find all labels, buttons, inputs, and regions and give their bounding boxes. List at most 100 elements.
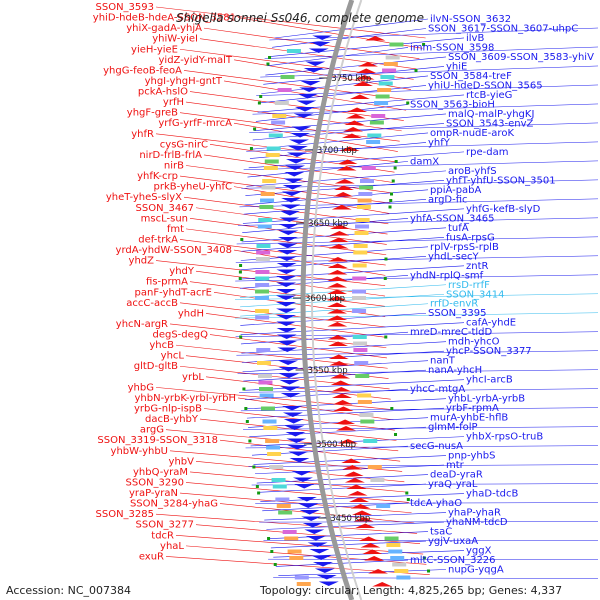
left-connector [195, 207, 388, 235]
right-fan-line [248, 464, 599, 467]
left-gene-arrow [347, 107, 368, 112]
left-marker-dot [406, 498, 410, 501]
right-gene-arrow [280, 393, 301, 398]
left-connector [219, 439, 401, 462]
left-marker-dot [384, 335, 388, 339]
left-feature-box [374, 101, 389, 105]
left-label-row: yhgG-feoB-feoA [103, 65, 182, 76]
right-label-row: nupG-yqgA [448, 565, 504, 576]
right-gene-arrow [277, 347, 298, 352]
left-label-row: SSON_3284-yhaG [130, 499, 218, 510]
right-label-row: mreD-mreC-tldD [410, 327, 493, 338]
left-connector [179, 492, 412, 514]
right-feature-box [255, 296, 270, 300]
right-label-row: yhbX-rpsO-truB [466, 432, 543, 443]
right-connector [244, 388, 409, 400]
left-feature-box [352, 276, 367, 281]
right-marker-dot [238, 277, 242, 280]
left-label-row: def-trkA [138, 234, 178, 245]
left-label-row: panF-yhdT-acrE [135, 287, 212, 298]
right-marker-dot [248, 439, 252, 443]
right-feature-box [259, 393, 274, 398]
left-label-row: yhfR [131, 129, 154, 140]
right-marker-dot [253, 127, 257, 131]
tick-label: 3750 kbp [331, 74, 371, 84]
right-connector [264, 512, 447, 521]
right-connector [240, 265, 465, 280]
right-connector [249, 426, 427, 437]
left-gene-arrow [364, 556, 385, 561]
right-gene-arrow [289, 458, 310, 463]
left-feature-box [366, 140, 381, 144]
left-label-row: yhbV [169, 456, 195, 467]
right-feature-box [255, 270, 270, 274]
right-label-row: tufA [448, 223, 469, 234]
right-gene-arrow [314, 568, 335, 573]
left-connector [179, 48, 414, 80]
right-feature-box [277, 88, 292, 92]
right-fan-line [249, 122, 599, 133]
right-gene-arrow [292, 477, 313, 482]
left-label-row: yhcN-argR [116, 319, 168, 330]
left-marker-dot [422, 556, 426, 560]
left-marker-dot [388, 205, 392, 209]
right-gene-arrow [316, 575, 337, 580]
right-connector [251, 132, 429, 150]
left-gene-arrow [328, 354, 349, 359]
genome-backbone [300, 0, 363, 600]
right-feature-box [256, 244, 271, 248]
right-label-row: SSON_3395 [428, 308, 487, 319]
right-connector [244, 379, 465, 391]
right-feature-box [266, 445, 281, 450]
right-label-row: rplV-rpsS-rplB [430, 242, 499, 253]
right-label-row: pnp-yhbS [448, 451, 495, 462]
left-label-row: pckA-hslO [138, 87, 188, 98]
right-gene-arrow [311, 555, 332, 560]
left-label-row: yidZ-yidY-malT [159, 55, 233, 66]
right-gene-arrow [284, 425, 305, 430]
left-label-row: yhbN-yrbK-yrbI-yrbH [135, 393, 237, 404]
left-label-row: yhdH [178, 308, 204, 319]
left-label-row: yrbL [182, 372, 204, 383]
left-feature-box [378, 81, 393, 86]
left-gene-arrow [328, 244, 349, 249]
left-connector [175, 344, 388, 369]
right-fan-line [235, 255, 599, 263]
right-connector [246, 170, 447, 187]
left-feature-box [359, 413, 374, 417]
left-gene-arrow [337, 159, 358, 164]
left-label-row: SSON_3593 [96, 2, 155, 13]
right-gene-arrow [299, 87, 320, 92]
right-gene-arrow [277, 243, 298, 248]
left-label-row: SSON_3285 [96, 509, 155, 520]
left-connector [185, 545, 427, 565]
left-feature-box [392, 562, 407, 567]
right-marker-dot [239, 335, 243, 339]
right-marker-dot [239, 264, 243, 267]
right-gene-arrow [276, 334, 297, 339]
right-marker-dot [268, 56, 272, 59]
right-label-row: yhcC-mtgA [410, 384, 465, 395]
right-label-row: yhfY [428, 137, 451, 148]
left-feature-box [353, 348, 368, 352]
right-gene-arrow [308, 48, 329, 53]
right-gene-arrow [281, 198, 302, 203]
left-feature-box [353, 250, 368, 255]
right-gene-arrow [290, 133, 311, 138]
right-label-row: SSON_3584-treF [430, 71, 512, 82]
tick-label: 3500 kbp [316, 440, 356, 450]
right-fan-line [245, 445, 599, 449]
right-gene-arrow [276, 276, 297, 281]
left-feature-box [369, 120, 384, 125]
right-fan-line [239, 388, 599, 393]
left-marker-dot [391, 179, 395, 183]
left-gene-arrow [349, 497, 370, 502]
left-gene-arrow [329, 224, 350, 229]
left-label-row: fmt [167, 224, 184, 235]
left-gene-arrow [352, 81, 373, 86]
right-feature-box [263, 166, 278, 170]
left-gene-arrow [327, 322, 348, 327]
right-label-row: yhfG-kefB-slyD [466, 204, 541, 215]
backbone-outer [300, 0, 355, 600]
